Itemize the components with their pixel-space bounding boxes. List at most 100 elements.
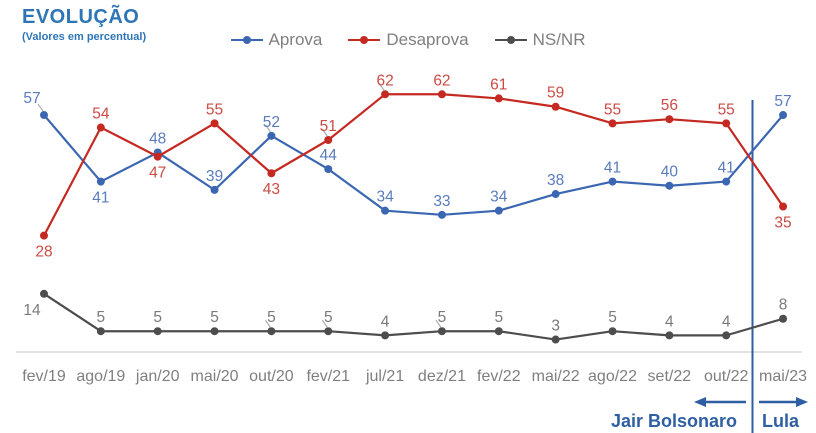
data-point (324, 165, 333, 174)
label-leader-line (321, 319, 328, 328)
data-point (324, 327, 333, 336)
data-label: 5 (153, 309, 162, 326)
data-label: 62 (376, 72, 393, 89)
data-point (551, 335, 560, 344)
data-point (267, 169, 276, 178)
label-leader-line (264, 319, 271, 328)
data-label: 5 (210, 309, 219, 326)
data-point (437, 90, 446, 99)
data-label: 57 (774, 93, 791, 110)
x-axis-label: jan/20 (135, 368, 180, 385)
data-label: 62 (433, 72, 450, 89)
x-axis-label: fev/21 (306, 368, 350, 385)
data-label: 47 (149, 165, 166, 182)
chart-subtitle: (Valores em percentual) (22, 31, 147, 43)
data-point (608, 327, 617, 336)
legend-marker-desaprova-icon (348, 36, 381, 44)
data-label: 5 (97, 309, 106, 326)
x-axis-label: fev/19 (22, 368, 66, 385)
legend-dot-nsnr-icon (506, 36, 515, 44)
x-axis-label: ago/22 (588, 368, 637, 385)
data-label: 48 (149, 130, 166, 147)
data-label: 39 (206, 168, 223, 185)
x-axis-label: mai/20 (191, 368, 239, 385)
data-point (381, 331, 390, 340)
data-label: 5 (608, 309, 617, 326)
data-point (210, 327, 219, 336)
legend-label-desaprova: Desaprova (386, 30, 469, 49)
data-point (153, 327, 162, 336)
data-point (551, 190, 560, 199)
data-point (665, 115, 674, 124)
data-point (665, 331, 674, 340)
lula-label: Lula (762, 411, 800, 431)
legend-item-nsnr: NS/NR (494, 30, 586, 50)
data-label: 43 (263, 181, 280, 198)
legend-marker-aprova-icon (230, 36, 263, 44)
legend-label-nsnr: NS/NR (532, 30, 586, 49)
data-point (210, 119, 219, 128)
x-axis-label: set/22 (648, 368, 692, 385)
data-label: 5 (324, 309, 333, 326)
x-axis-label: mai/22 (532, 368, 580, 385)
data-point (381, 90, 390, 99)
data-label: 4 (665, 313, 674, 330)
data-label: 41 (604, 160, 621, 177)
legend-item-desaprova: Desaprova (348, 30, 469, 50)
data-point (96, 327, 105, 336)
data-point (96, 123, 105, 132)
data-label: 3 (551, 318, 560, 335)
data-point (267, 327, 276, 336)
legend-item-aprova: Aprova (230, 30, 322, 50)
data-label: 4 (722, 313, 731, 330)
data-point (494, 206, 503, 215)
data-point (40, 289, 48, 298)
data-point (779, 314, 788, 323)
data-label: 8 (779, 297, 788, 314)
data-label: 59 (547, 85, 564, 102)
data-label: 55 (718, 101, 735, 118)
data-point (665, 181, 674, 190)
x-axis-label: ago/19 (76, 368, 125, 385)
data-label: 14 (23, 302, 41, 319)
x-axis-label: mai/23 (759, 368, 807, 385)
data-point (722, 331, 731, 340)
data-label: 34 (376, 189, 394, 206)
data-point (324, 135, 333, 144)
data-point (437, 210, 446, 219)
label-leader-line (37, 103, 44, 112)
data-label: 56 (661, 97, 678, 114)
data-point (494, 327, 503, 336)
data-point (210, 185, 219, 194)
data-label: 38 (547, 172, 564, 189)
data-label: 57 (23, 90, 40, 107)
data-point (40, 231, 48, 240)
data-label: 51 (320, 118, 337, 135)
data-label: 4 (381, 313, 390, 330)
label-leader-line (435, 319, 442, 328)
data-label: 34 (490, 189, 508, 206)
data-label: 61 (490, 76, 507, 93)
data-point (40, 111, 48, 120)
title-block: EVOLUÇÃO (Valores em percentual) (22, 6, 146, 43)
data-label: 35 (774, 215, 791, 232)
label-leader-line (321, 128, 328, 137)
bolsonaro-label: Jair Bolsonaro (611, 411, 737, 431)
data-label: 5 (494, 309, 503, 326)
x-axis-label: jul/21 (365, 368, 404, 385)
data-point (494, 94, 503, 103)
data-point (608, 119, 617, 128)
aprova-line (43, 114, 784, 216)
data-label: 52 (263, 114, 280, 131)
desaprova-line (43, 93, 784, 237)
data-point (96, 177, 105, 186)
data-label: 55 (604, 101, 621, 118)
chart-title: EVOLUÇÃO (22, 6, 140, 28)
data-label: 5 (438, 309, 447, 326)
data-label: 33 (433, 193, 450, 210)
data-point (779, 202, 788, 211)
legend-dot-aprova-icon (242, 36, 251, 44)
data-point (779, 111, 788, 120)
bolsonaro-arrowhead-icon (694, 397, 706, 407)
